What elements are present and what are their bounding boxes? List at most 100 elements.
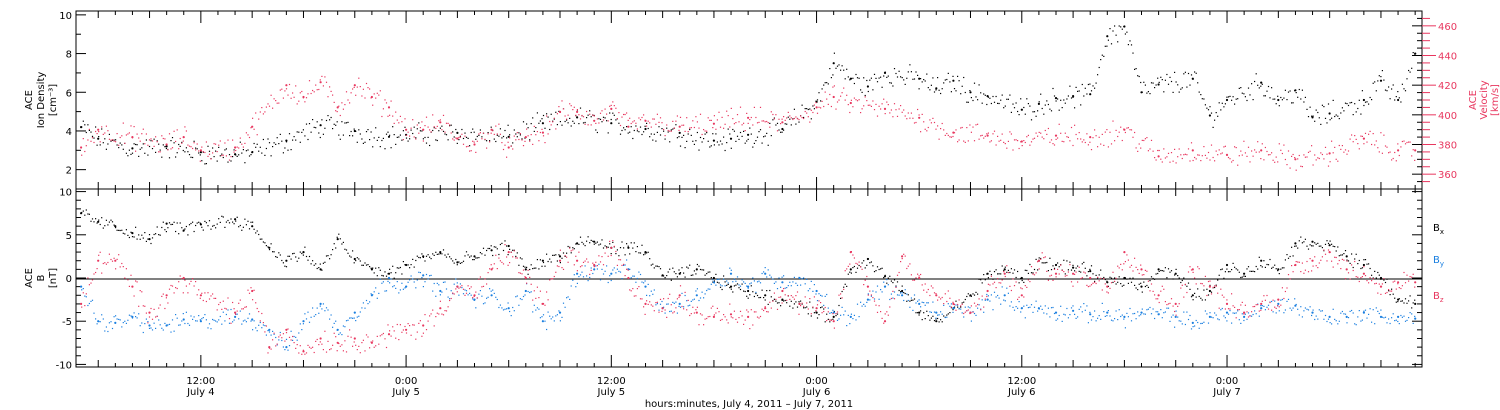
bx-dot (410, 264, 412, 266)
density-point (1157, 83, 1160, 86)
bz-dot (244, 306, 246, 308)
bx-dot (1160, 269, 1162, 272)
density-axis-label-3: [cm⁻³] (48, 84, 59, 116)
bz-point (1174, 302, 1177, 305)
bx-point (370, 268, 373, 271)
velocity-dot (659, 117, 662, 119)
bz-dot (1237, 309, 1239, 311)
by-dot (1344, 313, 1347, 315)
bx-dot (758, 297, 760, 299)
density-dot (987, 96, 989, 98)
by-dot (259, 321, 261, 324)
velocity-dot (866, 100, 868, 102)
bz-point (405, 328, 408, 331)
density-dot (704, 133, 706, 135)
bz-dot (450, 297, 452, 300)
density-dot (178, 143, 180, 146)
by-dot (1143, 313, 1145, 315)
by-dot (1231, 322, 1233, 324)
bx-dot (952, 309, 954, 311)
bx-dot (1175, 268, 1177, 270)
by-dot (567, 296, 569, 298)
velocity-dot (1200, 160, 1202, 162)
density-dot (155, 151, 157, 153)
bx-dot (1297, 247, 1299, 249)
velocity-dot (171, 147, 174, 149)
density-dot (542, 114, 545, 117)
velocity-point (353, 84, 356, 87)
bz-dot (704, 318, 706, 320)
by-dot (841, 306, 843, 308)
bx-dot (1269, 258, 1271, 261)
density-dot (736, 135, 739, 137)
density-dot (486, 140, 488, 142)
density-dot (432, 129, 434, 132)
velocity-dot (1243, 140, 1245, 142)
by-dot (1271, 300, 1273, 303)
by-dot (938, 314, 940, 316)
bz-dot (904, 255, 906, 257)
by-dot (178, 324, 180, 326)
by-dot (205, 319, 207, 321)
by-dot (1312, 309, 1314, 311)
by-dot (122, 322, 124, 324)
density-dot (619, 133, 622, 135)
density-dot (1101, 54, 1103, 56)
density-dot (744, 142, 746, 144)
velocity-dot (649, 122, 651, 124)
velocity-dot (267, 103, 269, 105)
bz-point (456, 285, 459, 288)
bx-dot (1134, 284, 1136, 286)
velocity-dot (244, 142, 246, 144)
bz-dot (1303, 272, 1305, 274)
density-dot (646, 122, 648, 124)
by-dot (90, 300, 92, 302)
bx-dot (459, 262, 461, 264)
velocity-dot (733, 123, 735, 125)
density-dot (884, 71, 886, 73)
velocity-dot (1024, 141, 1026, 144)
bx-dot (798, 301, 800, 303)
bz-dot (561, 267, 563, 269)
density-dot (362, 142, 364, 144)
bx-dot (1298, 240, 1300, 242)
bx-dot (1304, 238, 1306, 240)
by-dot (1103, 311, 1105, 313)
velocity-dot (913, 122, 916, 124)
velocity-dot (562, 108, 565, 110)
by-dot (1087, 322, 1089, 324)
density-dot (373, 137, 375, 139)
bx-dot (139, 238, 141, 240)
bx-dot (325, 255, 328, 257)
bz-point (798, 302, 801, 305)
bx-dot (743, 290, 745, 292)
bz-dot (810, 313, 812, 315)
velocity-axis-label-1: ACE (1468, 90, 1479, 110)
velocity-dot (312, 89, 314, 92)
bx-dot (1181, 279, 1183, 282)
bx-dot (844, 283, 846, 285)
velocity-point (1054, 134, 1058, 137)
bx-dot (984, 279, 986, 281)
bx-dot (484, 254, 486, 256)
velocity-dot (484, 138, 486, 140)
by-dot (236, 313, 238, 315)
by-dot (509, 310, 511, 313)
bz-dot (621, 264, 623, 266)
velocity-dot (1314, 154, 1316, 156)
density-dot (772, 119, 774, 121)
velocity-dot (1375, 140, 1377, 142)
velocity-dot (1414, 159, 1416, 161)
density-dot (176, 152, 178, 154)
bx-dot (887, 277, 889, 279)
velocity-dot (1075, 133, 1077, 136)
bx-dot (1166, 277, 1168, 279)
density-point (1089, 93, 1092, 96)
by-dot (362, 302, 364, 304)
bz-dot (1012, 278, 1014, 280)
bz-dot (352, 345, 354, 347)
bx-dot (1170, 270, 1173, 272)
by-dot (433, 282, 435, 285)
by-dot (1306, 308, 1308, 310)
bz-dot (1332, 266, 1334, 268)
